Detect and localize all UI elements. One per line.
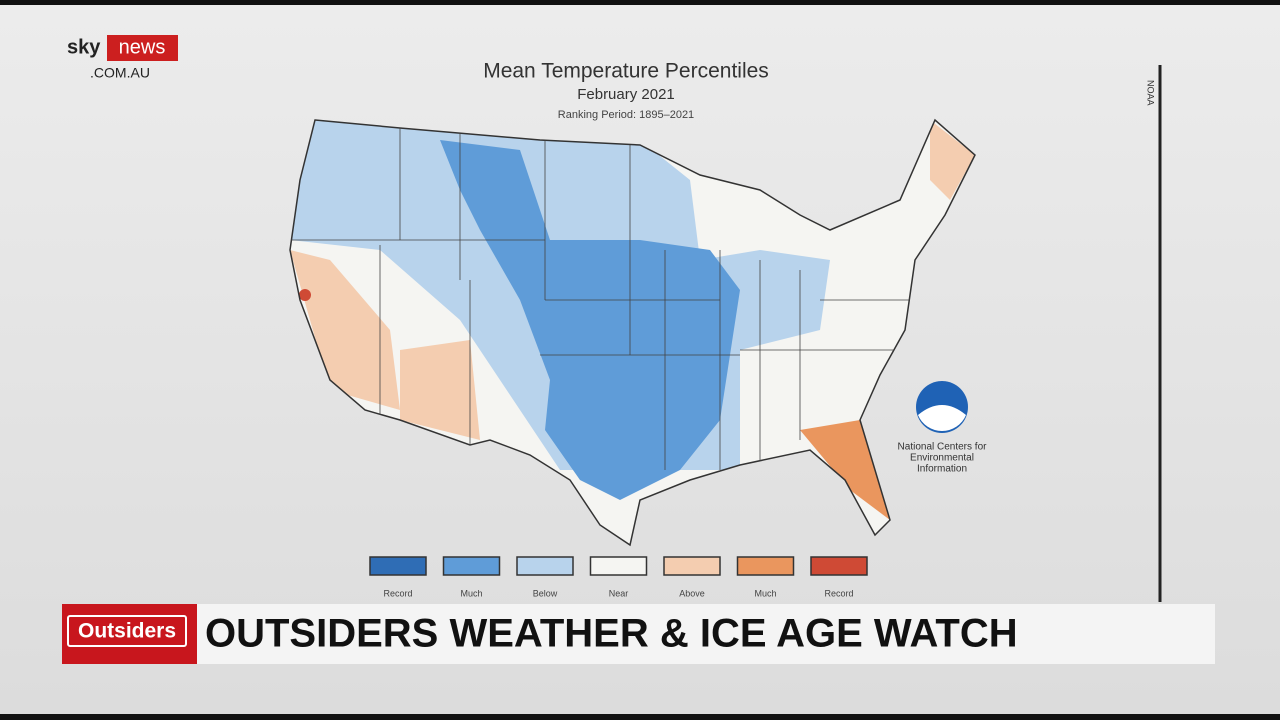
legend-label: Near <box>609 588 629 598</box>
state-lines <box>290 120 910 470</box>
logo-domain: .COM.AU <box>90 65 150 81</box>
logo-news-box <box>107 35 178 61</box>
legend-label: Much <box>460 588 482 598</box>
map-subtitle: February 2021 <box>577 86 675 103</box>
legend-label: Much <box>754 588 776 598</box>
legend: Record Much Below Near Above Much Record <box>369 556 868 598</box>
map-title: Mean Temperature Percentiles <box>483 60 769 83</box>
legend-label: Record <box>824 588 853 598</box>
legend-label: Record <box>383 588 412 598</box>
agency-line: Environmental <box>910 453 974 464</box>
agency-line: Information <box>917 464 967 475</box>
bottom-strip <box>0 714 1280 720</box>
show-box <box>62 604 197 664</box>
legend-swatch <box>442 556 501 576</box>
legend-swatch <box>589 556 648 576</box>
legend-swatch <box>663 556 721 576</box>
show-name: Outsiders <box>78 620 176 643</box>
banner-bar <box>197 604 1215 664</box>
agency-text: National Centers forEnvironmentalInforma… <box>898 442 988 475</box>
legend-label: Above <box>679 588 705 598</box>
legend-label: Below <box>533 588 558 598</box>
legend-swatch <box>516 556 574 576</box>
legend-swatch <box>369 556 427 576</box>
show-frame <box>67 615 187 647</box>
headline: OUTSIDERS WEATHER & ICE AGE WATCH <box>205 612 1018 656</box>
top-strip <box>0 0 1280 5</box>
agency-line: National Centers for <box>898 442 988 453</box>
logo-news: news <box>119 36 166 58</box>
logo-sky: sky <box>67 36 101 58</box>
map-period: Ranking Period: 1895–2021 <box>558 109 694 121</box>
legend-swatch <box>736 556 795 576</box>
noaa-logo-wave <box>918 405 966 431</box>
corner-label: NOAA <box>1146 80 1156 106</box>
legend-swatch <box>810 556 868 576</box>
